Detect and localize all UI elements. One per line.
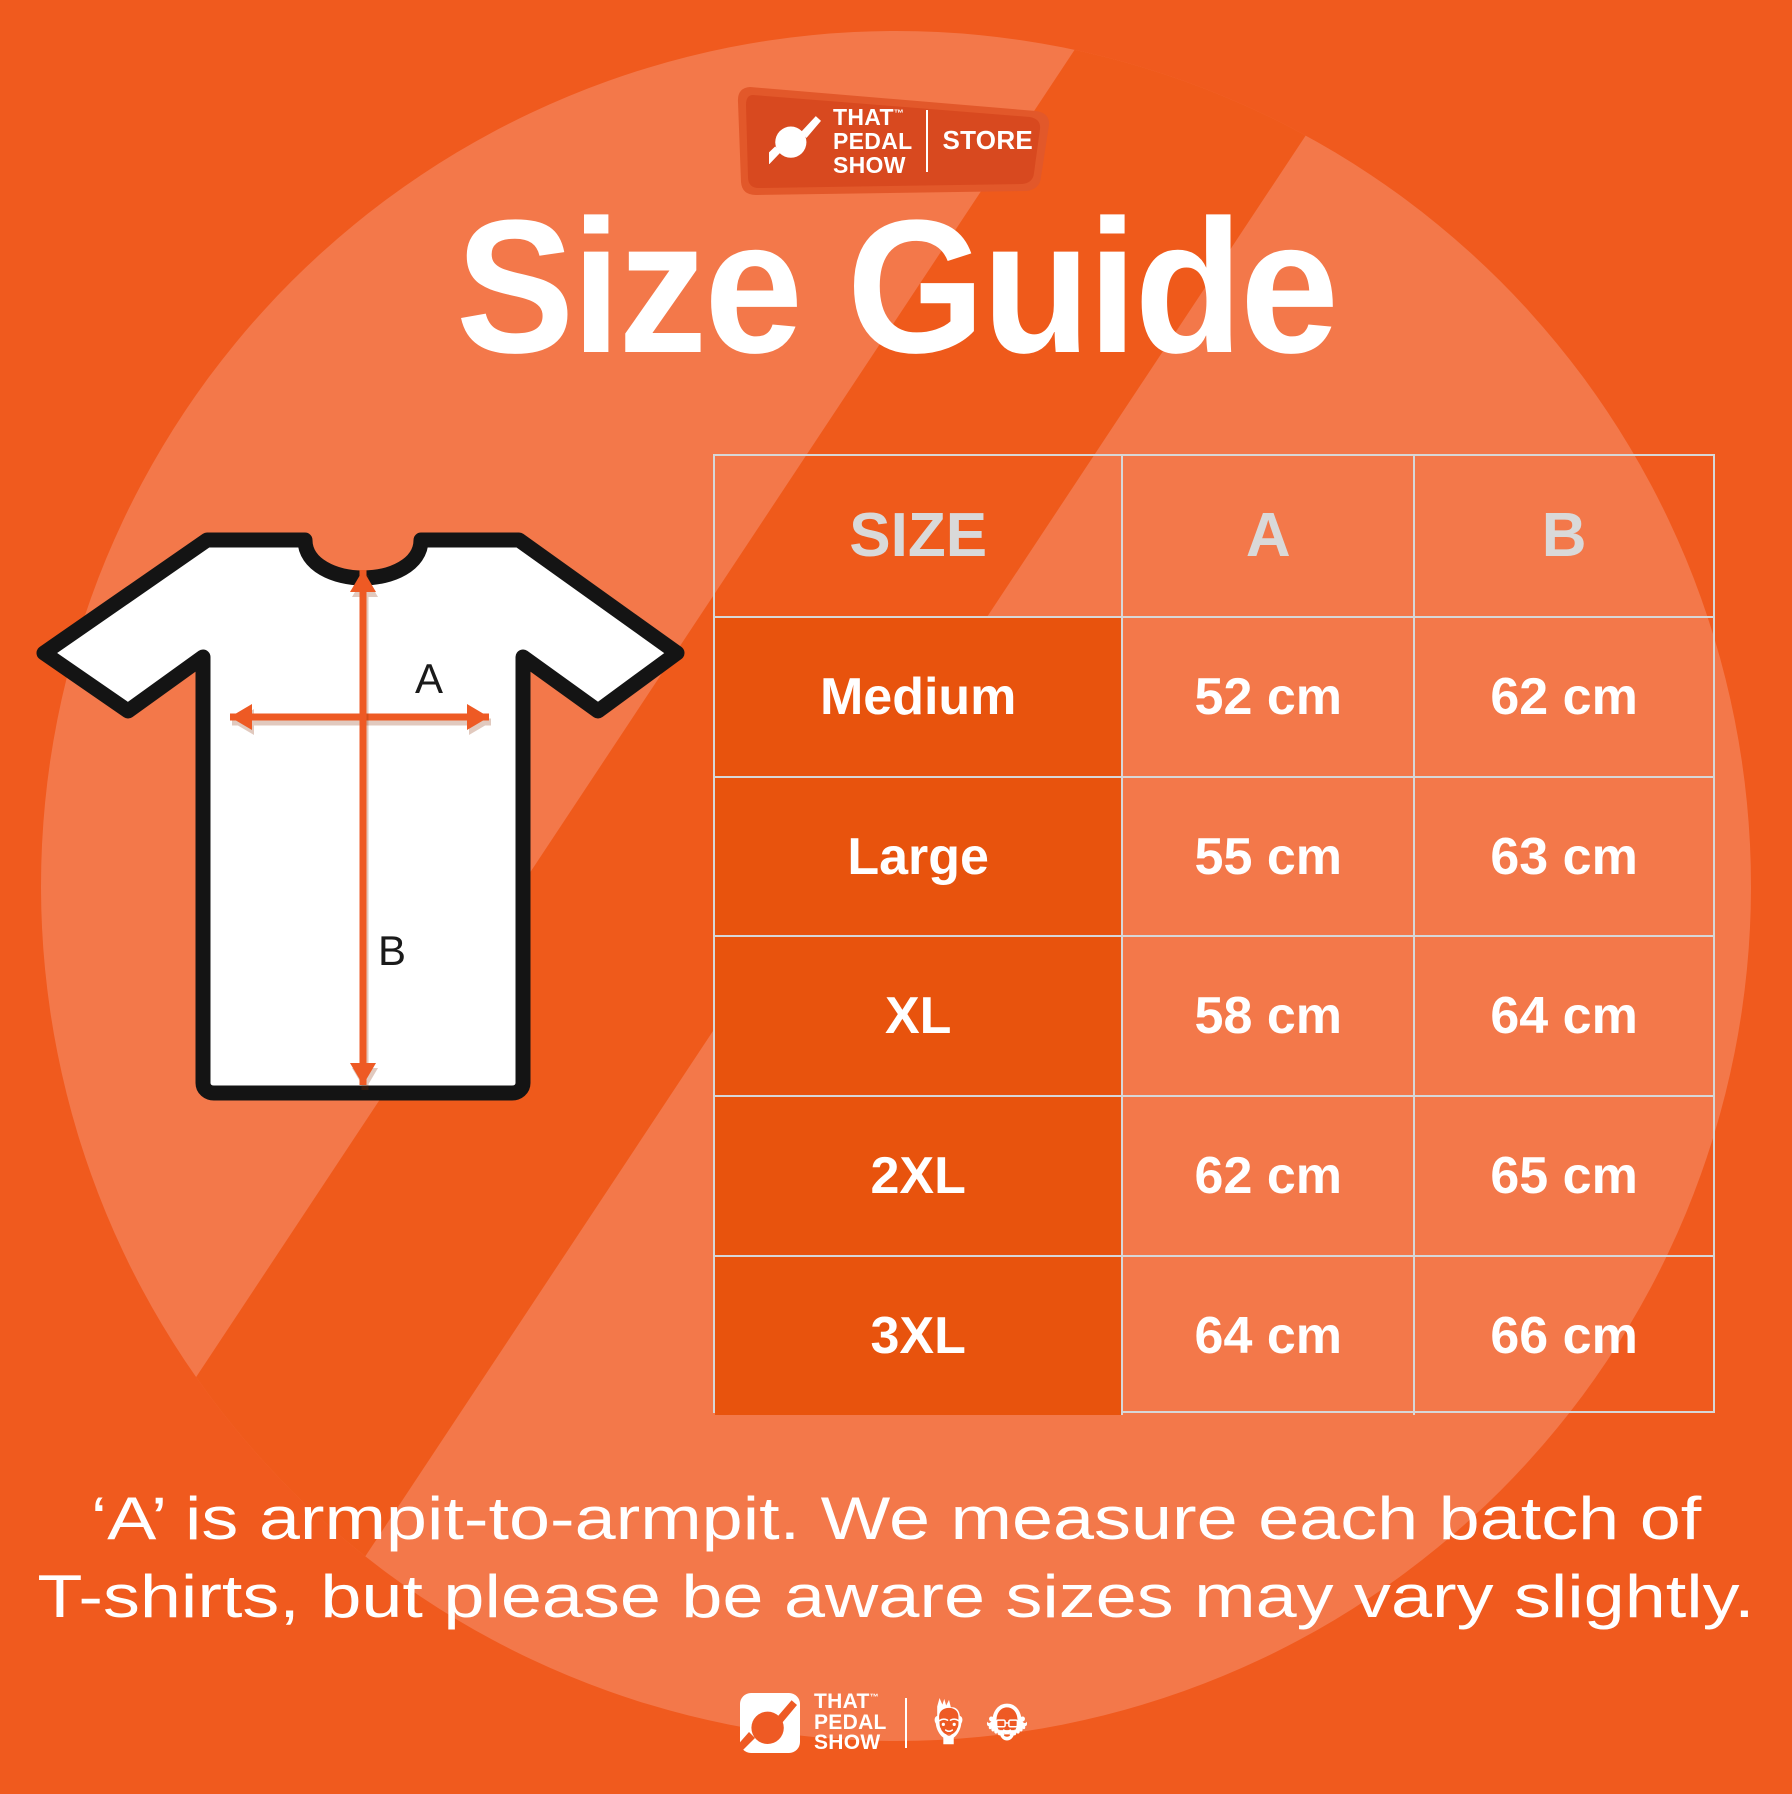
svg-text:B: B	[378, 927, 406, 974]
svg-text:A: A	[415, 655, 443, 702]
